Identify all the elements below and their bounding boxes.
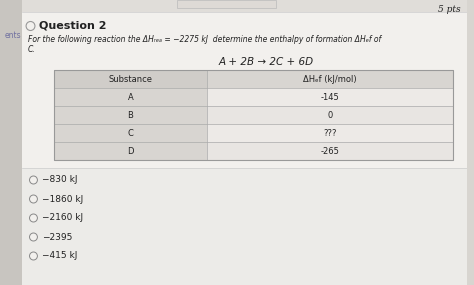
FancyBboxPatch shape <box>22 0 466 285</box>
FancyBboxPatch shape <box>207 124 453 142</box>
Text: C.: C. <box>27 46 35 54</box>
FancyBboxPatch shape <box>54 88 207 106</box>
Text: ???: ??? <box>323 129 337 137</box>
Circle shape <box>29 214 37 222</box>
Text: −1860 kJ: −1860 kJ <box>42 194 83 203</box>
Text: 0: 0 <box>327 111 332 119</box>
FancyBboxPatch shape <box>207 70 453 88</box>
Text: 5 pts: 5 pts <box>438 5 461 13</box>
FancyBboxPatch shape <box>207 142 453 160</box>
FancyBboxPatch shape <box>54 124 207 142</box>
FancyBboxPatch shape <box>54 70 207 88</box>
Circle shape <box>29 252 37 260</box>
Text: D: D <box>127 146 134 156</box>
Text: Question 2: Question 2 <box>39 21 107 31</box>
Circle shape <box>26 21 35 30</box>
Text: C: C <box>128 129 133 137</box>
Text: A: A <box>128 93 133 101</box>
Text: ΔHₑf (kJ/mol): ΔHₑf (kJ/mol) <box>303 74 356 84</box>
Text: ents: ents <box>5 30 21 40</box>
Text: Substance: Substance <box>109 74 153 84</box>
Circle shape <box>29 195 37 203</box>
Circle shape <box>29 176 37 184</box>
Text: −2395: −2395 <box>42 233 73 241</box>
Text: -145: -145 <box>320 93 339 101</box>
Circle shape <box>29 233 37 241</box>
FancyBboxPatch shape <box>54 142 207 160</box>
FancyBboxPatch shape <box>207 106 453 124</box>
Text: −415 kJ: −415 kJ <box>42 251 78 260</box>
Text: −2160 kJ: −2160 kJ <box>42 213 83 223</box>
Text: For the following reaction the ΔHᵣₑₐ = −2275 kJ  determine the enthalpy of forma: For the following reaction the ΔHᵣₑₐ = −… <box>27 36 381 44</box>
Text: A + 2B → 2C + 6D: A + 2B → 2C + 6D <box>218 57 313 67</box>
FancyBboxPatch shape <box>22 0 466 12</box>
FancyBboxPatch shape <box>207 88 453 106</box>
Text: -265: -265 <box>320 146 339 156</box>
Text: −830 kJ: −830 kJ <box>42 176 78 184</box>
FancyBboxPatch shape <box>0 0 22 285</box>
FancyBboxPatch shape <box>54 106 207 124</box>
Text: B: B <box>128 111 133 119</box>
FancyBboxPatch shape <box>177 0 275 8</box>
FancyBboxPatch shape <box>22 168 466 285</box>
